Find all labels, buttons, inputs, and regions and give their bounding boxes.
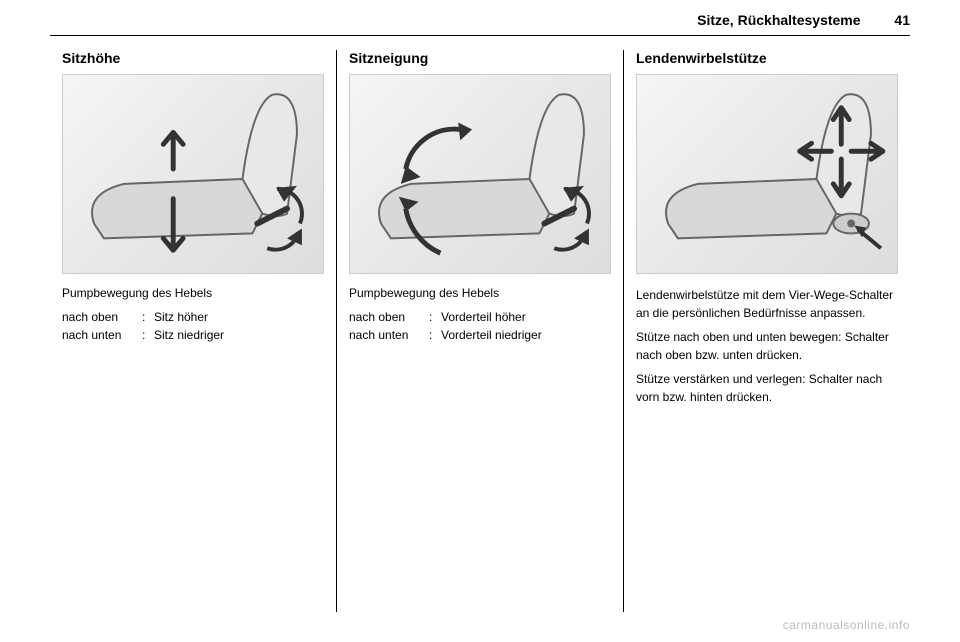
heading-lendenwirbel: Lendenwirbelstütze: [636, 50, 898, 66]
seat-height-icon: [63, 75, 323, 273]
page: Sitze, Rückhaltesysteme 41 Sitzhöhe: [0, 0, 960, 642]
lumbar-support-icon: [637, 75, 897, 273]
page-number: 41: [894, 12, 910, 28]
para-lumbar-3: Stütze verstärken und verlegen: Schalter…: [636, 370, 898, 406]
illustration-lendenwirbel: [636, 74, 898, 274]
chapter-title: Sitze, Rückhaltesysteme: [697, 12, 860, 28]
def-value: Vorderteil niedriger: [441, 326, 611, 344]
def-row: nach oben : Vorderteil höher: [349, 308, 611, 326]
column-sitzneigung: Sitzneigung: [336, 50, 623, 612]
def-value: Sitz höher: [154, 308, 324, 326]
def-row: nach oben : Sitz höher: [62, 308, 324, 326]
def-colon: :: [142, 326, 154, 344]
def-row: nach unten : Vorderteil niedriger: [349, 326, 611, 344]
para-lumbar-1: Lendenwirbelstütze mit dem Vier-Wege-Sch…: [636, 286, 898, 322]
caption-sitzneigung: Pumpbewegung des Hebels: [349, 286, 611, 300]
page-header: Sitze, Rückhaltesysteme 41: [697, 12, 910, 28]
deflist-sitzneigung: nach oben : Vorderteil höher nach unten …: [349, 308, 611, 344]
def-term: nach unten: [349, 326, 429, 344]
header-rule: [50, 35, 910, 36]
heading-sitzhoehe: Sitzhöhe: [62, 50, 324, 66]
seat-tilt-icon: [350, 75, 610, 273]
def-row: nach unten : Sitz niedriger: [62, 326, 324, 344]
content-columns: Sitzhöhe: [50, 50, 910, 612]
def-value: Sitz niedriger: [154, 326, 324, 344]
def-colon: :: [142, 308, 154, 326]
deflist-sitzhoehe: nach oben : Sitz höher nach unten : Sitz…: [62, 308, 324, 344]
illustration-sitzhoehe: [62, 74, 324, 274]
def-term: nach unten: [62, 326, 142, 344]
column-lendenwirbel: Lendenwirbelstütze: [623, 50, 910, 612]
column-sitzhoehe: Sitzhöhe: [50, 50, 336, 612]
para-lumbar-2: Stütze nach oben und unten bewegen: Scha…: [636, 328, 898, 364]
illustration-sitzneigung: [349, 74, 611, 274]
heading-sitzneigung: Sitzneigung: [349, 50, 611, 66]
def-value: Vorderteil höher: [441, 308, 611, 326]
def-colon: :: [429, 308, 441, 326]
def-term: nach oben: [349, 308, 429, 326]
caption-sitzhoehe: Pumpbewegung des Hebels: [62, 286, 324, 300]
watermark: carmanualsonline.info: [783, 618, 910, 632]
def-colon: :: [429, 326, 441, 344]
def-term: nach oben: [62, 308, 142, 326]
